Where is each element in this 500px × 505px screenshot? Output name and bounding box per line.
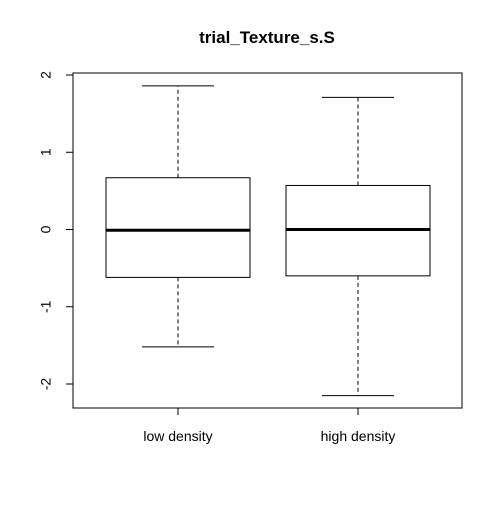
y-axis: -2 -1 0 1 2 xyxy=(38,71,73,390)
boxes-group xyxy=(106,86,430,396)
y-tick-label: -2 xyxy=(38,378,54,391)
y-tick-label: 1 xyxy=(38,148,54,156)
x-tick-label: high density xyxy=(321,428,396,444)
x-tick-label: low density xyxy=(143,428,212,444)
chart-title: trial_Texture_s.S xyxy=(199,28,335,47)
box-low-density xyxy=(106,86,250,347)
box-high-density xyxy=(286,97,430,395)
iqr-box xyxy=(106,178,250,278)
y-tick-label: -1 xyxy=(38,300,54,313)
y-tick-label: 0 xyxy=(38,225,54,233)
y-tick-label: 2 xyxy=(38,71,54,79)
x-axis: low density high density xyxy=(143,408,395,444)
